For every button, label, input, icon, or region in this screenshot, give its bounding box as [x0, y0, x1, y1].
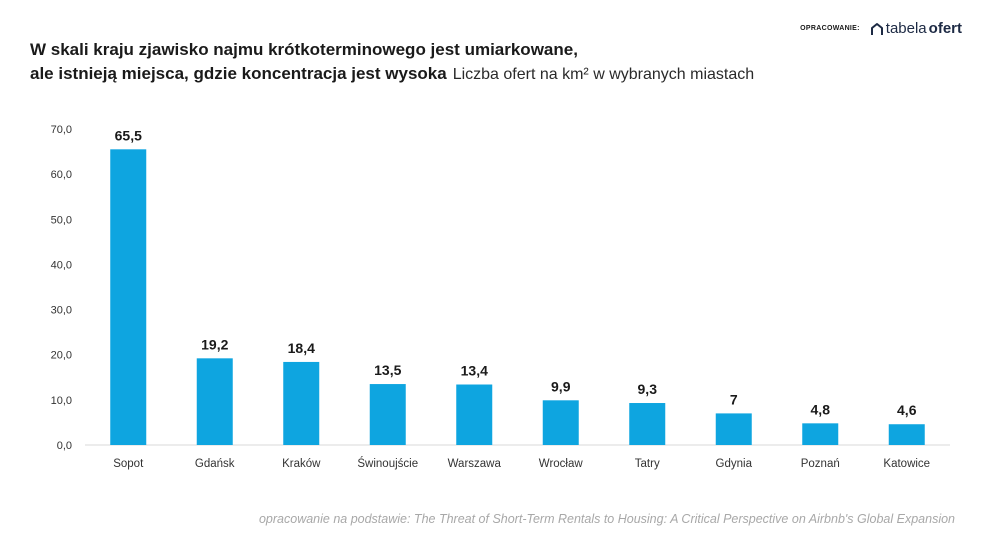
bar	[802, 423, 839, 445]
brand-logo[interactable]: tabela ofert	[870, 20, 962, 37]
x-tick-label: Świnoujście	[357, 457, 418, 470]
bar-value-label: 19,2	[201, 336, 228, 352]
bar	[542, 400, 579, 445]
bar	[456, 384, 493, 445]
bar	[110, 149, 147, 446]
x-tick-label: Tatry	[635, 458, 660, 470]
x-tick-label: Gdynia	[716, 458, 753, 470]
bar-value-label: 7	[730, 391, 738, 407]
bar-value-label: 65,5	[115, 127, 142, 143]
x-tick-label: Wrocław	[539, 458, 584, 470]
y-tick-label: 50,0	[51, 214, 72, 226]
chart-title-line1: W skali kraju zjawisko najmu krótkotermi…	[30, 40, 578, 59]
bar	[715, 413, 752, 445]
bar-value-label: 4,8	[811, 401, 831, 417]
x-tick-label: Poznań	[801, 458, 840, 470]
y-tick-label: 70,0	[51, 124, 72, 136]
bar	[629, 403, 666, 445]
bar-value-label: 9,3	[638, 381, 658, 397]
brand: OPRACOWANIE: tabela ofert	[800, 20, 962, 37]
chart-subtitle: Liczba ofert na km² w wybranych miastach	[452, 66, 755, 83]
brand-label: OPRACOWANIE:	[800, 25, 860, 32]
chart-title-line2: ale istnieją miejsca, gdzie koncentracja…	[30, 64, 447, 83]
bar-value-label: 9,9	[551, 378, 571, 394]
y-tick-label: 20,0	[51, 350, 72, 362]
x-tick-label: Kraków	[282, 458, 321, 470]
y-tick-label: 60,0	[51, 169, 72, 181]
bar-value-label: 18,4	[288, 340, 315, 356]
brand-name-part2: ofert	[928, 20, 962, 37]
source-note: opracowanie na podstawie: The Threat of …	[258, 512, 955, 526]
bar	[369, 384, 406, 445]
bar-value-label: 13,5	[374, 362, 401, 378]
bar	[196, 358, 233, 445]
y-tick-label: 40,0	[51, 259, 72, 271]
house-icon	[870, 22, 883, 35]
y-tick-label: 30,0	[51, 305, 72, 317]
y-tick-label: 10,0	[51, 395, 72, 407]
chart-header: W skali kraju zjawisko najmu krótkotermi…	[30, 38, 850, 87]
bar	[888, 424, 925, 445]
x-tick-label: Sopot	[113, 458, 144, 470]
bar	[283, 361, 320, 445]
x-tick-label: Warszawa	[448, 458, 502, 470]
y-tick-label: 0,0	[57, 440, 72, 452]
x-tick-label: Katowice	[883, 458, 930, 470]
bar-value-label: 4,6	[897, 402, 917, 418]
bar-value-label: 13,4	[461, 363, 488, 379]
brand-name-part1: tabela	[885, 20, 927, 37]
x-tick-label: Gdańsk	[195, 458, 235, 470]
